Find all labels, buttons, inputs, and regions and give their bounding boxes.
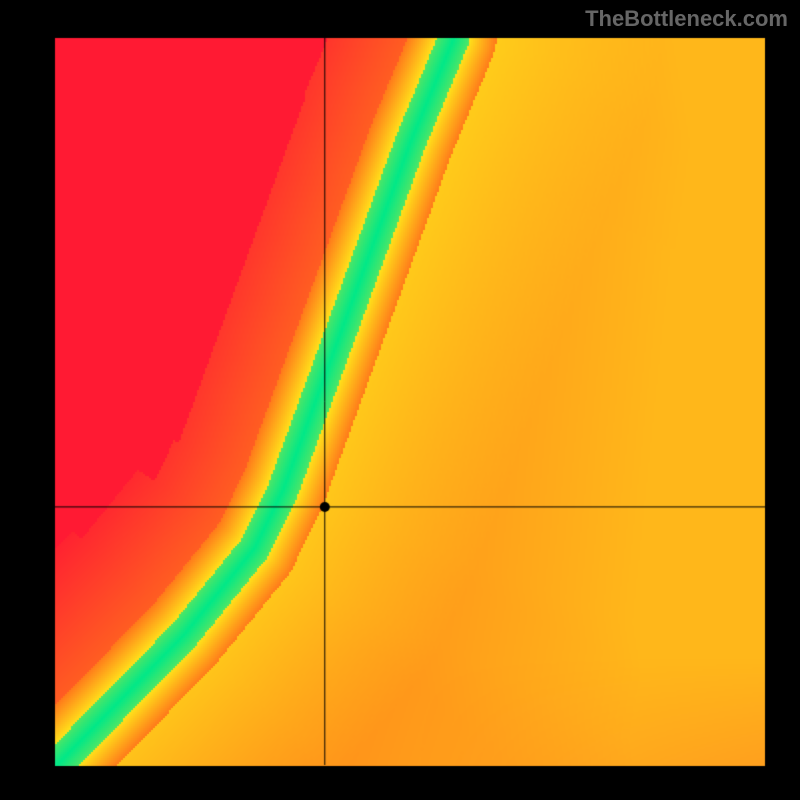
bottleneck-heatmap — [0, 0, 800, 800]
watermark-text: TheBottleneck.com — [585, 6, 788, 32]
